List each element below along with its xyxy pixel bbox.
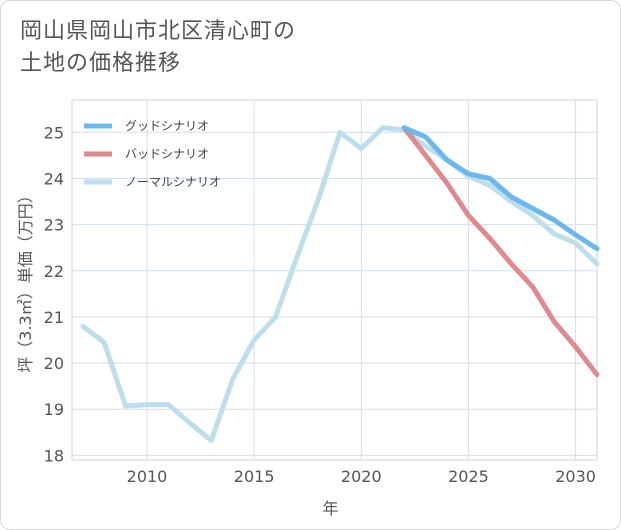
plot-area bbox=[71, 99, 598, 461]
y-tick-label: 20 bbox=[44, 354, 64, 373]
legend-label-normal: ノーマルシナリオ bbox=[125, 175, 221, 189]
legend-label-good: グッドシナリオ bbox=[125, 119, 209, 133]
x-axis-label: 年 bbox=[322, 499, 338, 518]
x-tick-label: 2010 bbox=[127, 467, 168, 486]
y-tick-label: 21 bbox=[44, 308, 64, 327]
chart-title-line-2: 土地の価格推移 bbox=[20, 51, 182, 76]
y-tick-label: 25 bbox=[44, 123, 64, 142]
x-tick-label: 2020 bbox=[341, 467, 382, 486]
y-tick-label: 23 bbox=[44, 216, 64, 235]
y-tick-label: 18 bbox=[44, 446, 64, 465]
chart-title-line-1: 岡山県岡山市北区清心町の bbox=[20, 19, 297, 44]
y-axis-label: 坪（3.3㎡）単価（万円） bbox=[16, 187, 35, 372]
y-tick-label: 24 bbox=[44, 169, 64, 188]
y-tick-label: 19 bbox=[44, 400, 64, 419]
series-line-normal bbox=[80, 125, 600, 444]
series-line-bad bbox=[401, 125, 600, 378]
legend-label-bad: バッドシナリオ bbox=[125, 147, 209, 161]
x-tick-label: 2030 bbox=[555, 467, 596, 486]
x-tick-label: 2025 bbox=[448, 467, 489, 486]
x-tick-label: 2015 bbox=[234, 467, 275, 486]
chart-title: 岡山県岡山市北区清心町の 土地の価格推移 bbox=[20, 16, 400, 80]
series-line-good bbox=[401, 125, 600, 252]
y-tick-label: 22 bbox=[44, 262, 64, 281]
